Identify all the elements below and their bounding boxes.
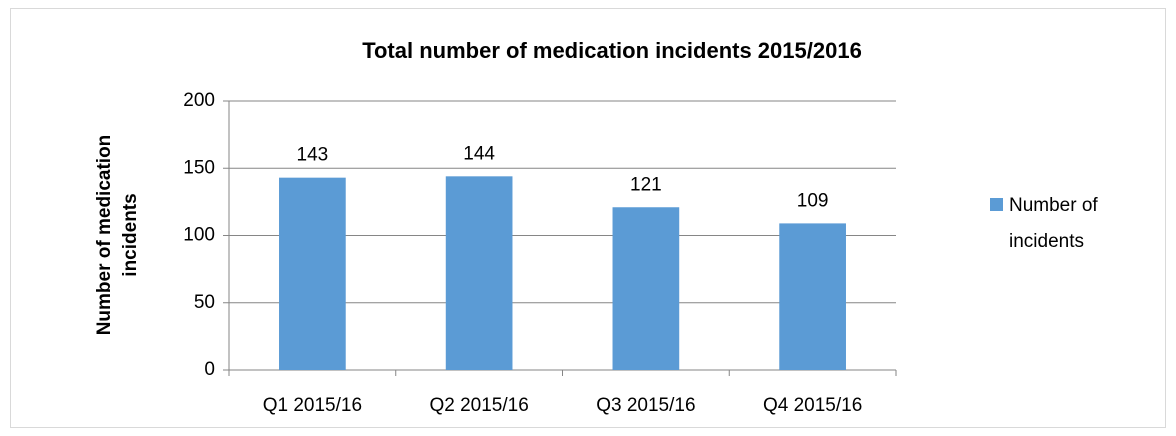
- data-label: 144: [463, 143, 495, 164]
- y-tick-label: 100: [183, 225, 215, 246]
- x-tick-label: Q3 2015/16: [596, 395, 695, 416]
- data-label: 109: [797, 190, 829, 211]
- y-tick-label: 150: [183, 157, 215, 178]
- x-tick-label: Q1 2015/16: [263, 395, 362, 416]
- data-label: 143: [297, 145, 329, 166]
- bar: [612, 207, 680, 370]
- x-tick-label: Q4 2015/16: [763, 395, 862, 416]
- y-tick-label: 0: [204, 359, 215, 380]
- y-tick-label: 200: [183, 90, 215, 111]
- bar: [279, 177, 346, 370]
- chart-border: [10, 8, 1166, 428]
- legend: Number of incidents: [990, 188, 1160, 260]
- legend-label: Number of incidents: [1009, 195, 1098, 252]
- y-tick-label: 50: [194, 292, 215, 313]
- x-tick-label: Q2 2015/16: [429, 395, 528, 416]
- chart-title: Total number of medication incidents 201…: [362, 38, 862, 63]
- bar: [445, 176, 513, 370]
- bar: [779, 223, 846, 370]
- y-axis-label: Number of medication incidents: [94, 134, 141, 336]
- legend-swatch: [990, 198, 1003, 211]
- data-label: 121: [630, 174, 662, 195]
